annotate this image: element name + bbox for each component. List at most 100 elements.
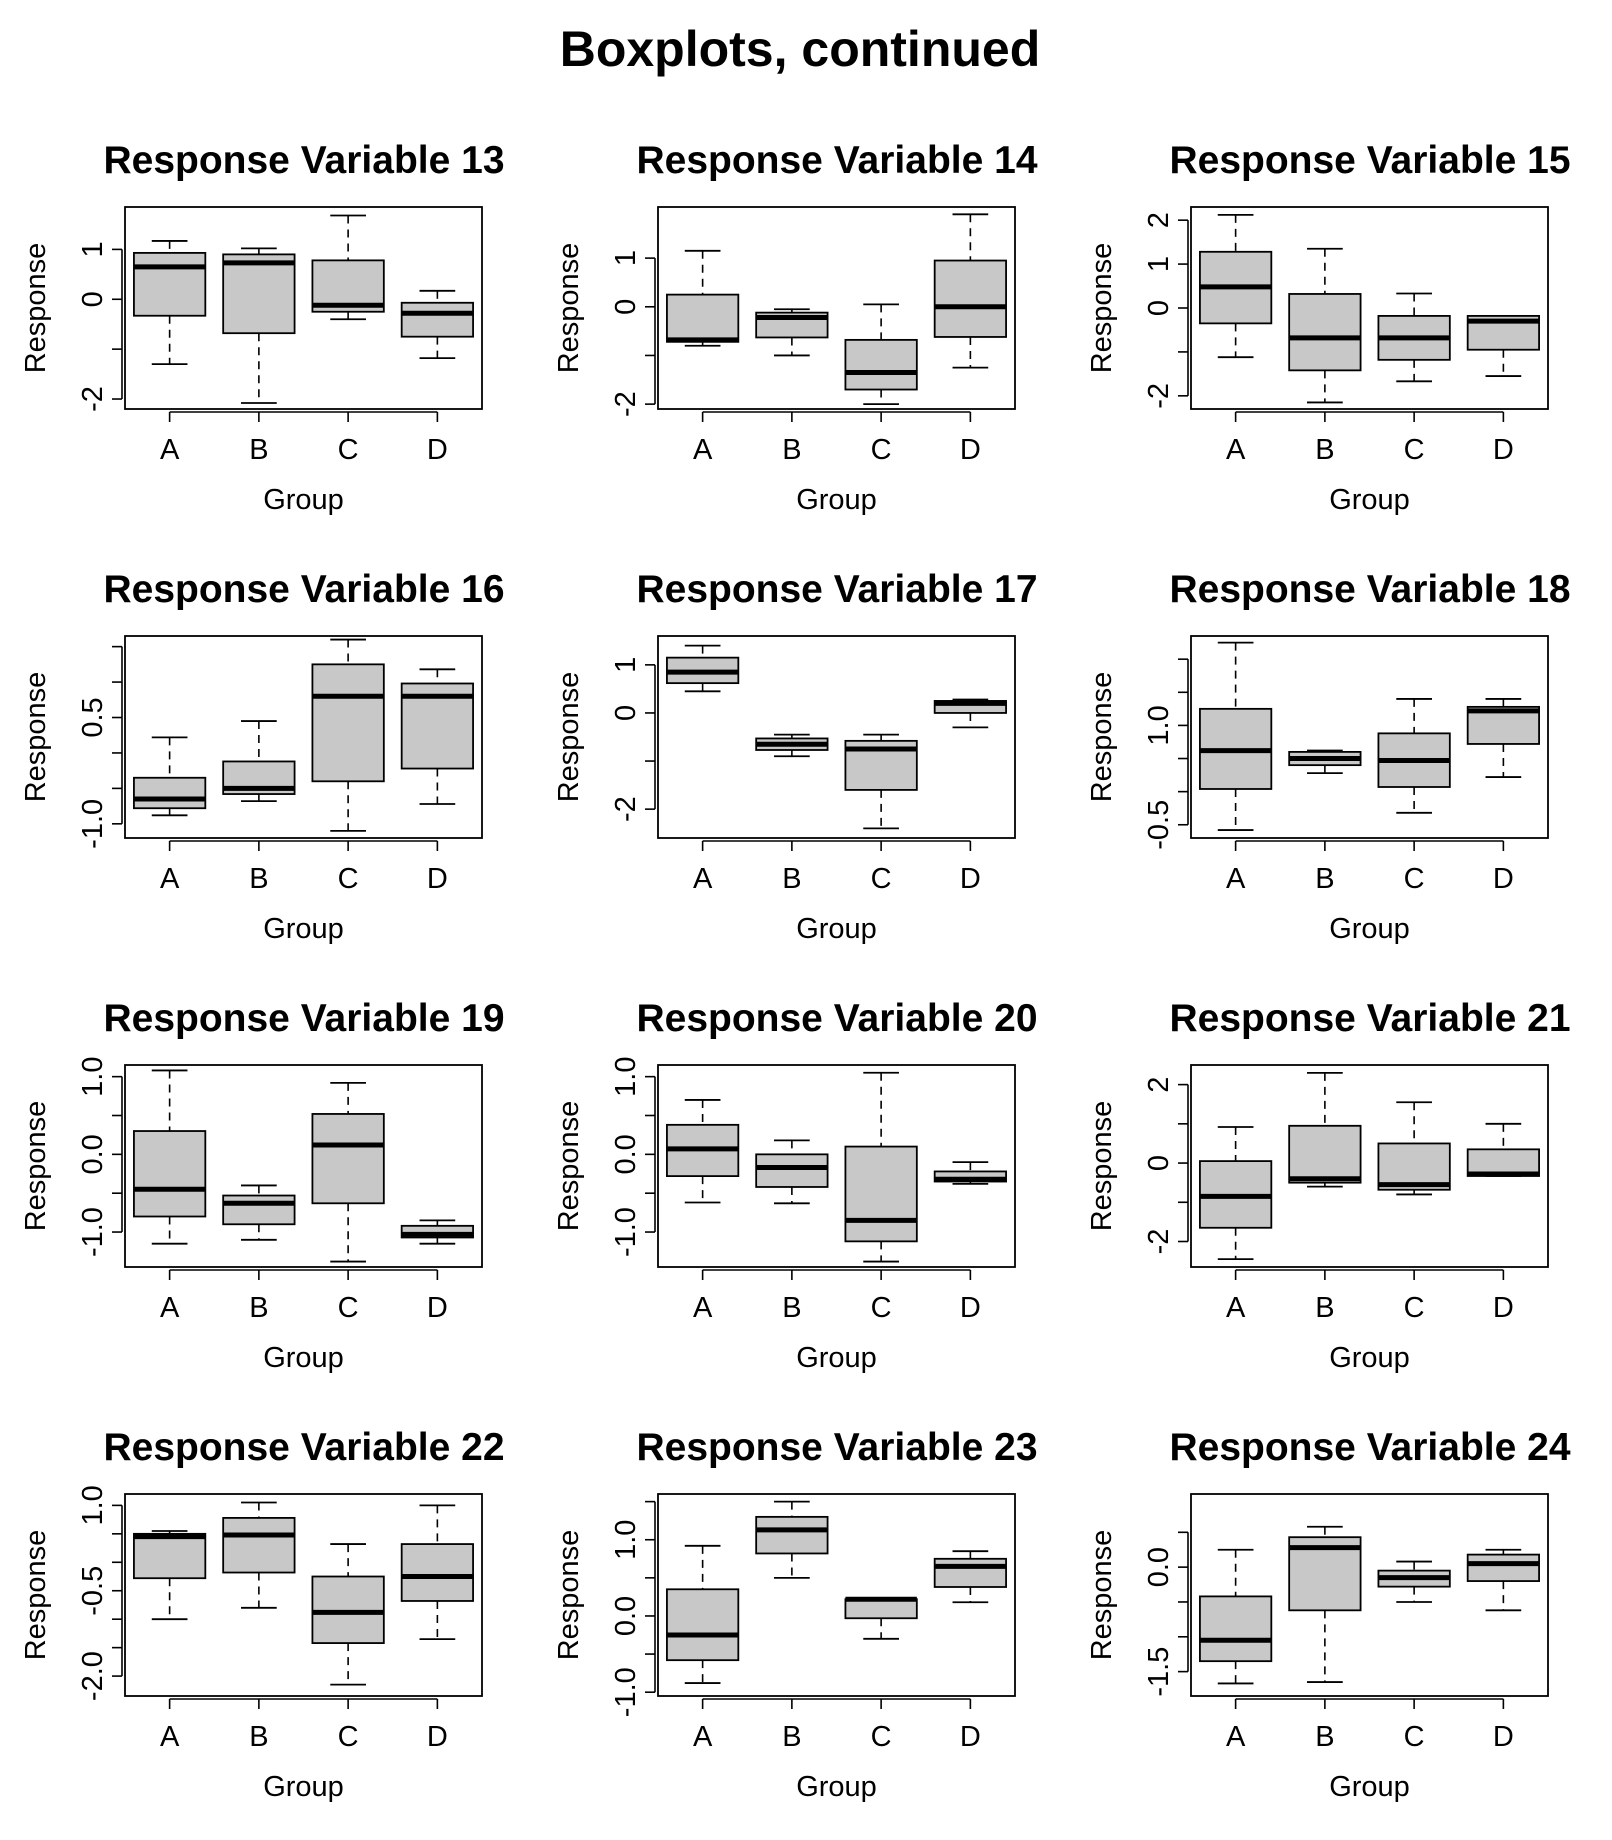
y-tick-label: 1.0: [1143, 705, 1175, 745]
x-axis-label: Group: [263, 913, 344, 945]
iqr-box: [1199, 1595, 1273, 1663]
y-tick-label: -1.0: [77, 1207, 109, 1257]
box-D: [400, 289, 474, 360]
iqr-box: [933, 1557, 1007, 1588]
y-axis-label: Response: [1086, 1530, 1118, 1661]
y-tick-label: 0.0: [77, 1134, 109, 1174]
x-tick-label: C: [871, 1292, 892, 1324]
x-axis-label: Group: [1329, 1342, 1410, 1374]
y-tick-label: 0: [610, 299, 642, 315]
x-tick-label: D: [1493, 1721, 1514, 1753]
x-axis-label: Group: [796, 1771, 877, 1803]
box-A: [133, 240, 207, 366]
box-B: [755, 308, 829, 357]
iqr-box: [400, 301, 474, 338]
y-tick-label: 1.0: [77, 1056, 109, 1096]
panel-title: Response Variable 22: [103, 1426, 504, 1469]
y-tick-label: -0.5: [77, 1566, 109, 1616]
plot-frame: [124, 1064, 483, 1268]
x-tick-label: B: [1315, 1292, 1334, 1324]
box-A: [133, 736, 207, 817]
x-tick-label: C: [1404, 863, 1425, 895]
y-tick-label: 2: [1143, 1077, 1175, 1093]
x-axis-label: Group: [796, 1342, 877, 1374]
y-axis-label: Response: [20, 672, 52, 803]
box-C: [1377, 1101, 1451, 1196]
box-D: [1466, 698, 1540, 778]
iqr-box: [755, 1515, 829, 1555]
box-C: [1377, 698, 1451, 814]
y-tick-label: 0: [1143, 300, 1175, 316]
plot-frame: [1190, 206, 1549, 410]
y-tick-label: -1.0: [77, 799, 109, 849]
x-tick-label: D: [427, 434, 448, 466]
x-tick-label: A: [160, 434, 180, 466]
plot-frame: [657, 1493, 1016, 1697]
panel-10: Response Variable 22 A B C D Group -2.0 -0.5 1.0…: [20, 1426, 505, 1803]
panel-title: Response Variable 21: [1169, 997, 1570, 1040]
y-tick-label: 1: [77, 241, 109, 257]
x-tick-label: D: [1493, 863, 1514, 895]
y-tick-label: 1.0: [610, 1056, 642, 1096]
figure-title: Boxplots, continued: [560, 21, 1041, 77]
x-tick-label: A: [160, 1292, 180, 1324]
y-tick-label: -1.5: [1143, 1647, 1175, 1697]
x-tick-label: C: [338, 434, 359, 466]
plot-frame: [1190, 635, 1549, 839]
y-tick-label: 0: [1143, 1155, 1175, 1171]
x-axis-label: Group: [263, 484, 344, 516]
panel-1: Response Variable 13 A B C D Group -2 0 1 Respons…: [20, 139, 505, 516]
y-tick-label: 0.5: [77, 697, 109, 737]
x-tick-label: C: [871, 863, 892, 895]
box-C: [1377, 292, 1451, 383]
box-B: [222, 720, 296, 803]
y-tick-label: 0: [610, 705, 642, 721]
box-B: [755, 1500, 829, 1579]
panel-11: Response Variable 23 A B C D Group -1.0 0.0 1.0 R…: [553, 1426, 1038, 1803]
x-axis-label: Group: [1329, 1771, 1410, 1803]
iqr-box: [755, 1153, 829, 1188]
box-B: [755, 733, 829, 758]
box-B: [1288, 1071, 1362, 1188]
box-C: [844, 1596, 918, 1640]
x-tick-label: C: [1404, 1721, 1425, 1753]
box-C: [311, 214, 385, 321]
box-B: [1288, 247, 1362, 404]
box-C: [311, 1543, 385, 1686]
y-tick-label: -2: [1143, 383, 1175, 409]
iqr-box: [311, 1113, 385, 1205]
panel-title: Response Variable 15: [1169, 139, 1570, 182]
iqr-box: [133, 1532, 207, 1580]
iqr-box: [133, 776, 207, 810]
x-tick-label: D: [427, 1292, 448, 1324]
panel-9: Response Variable 21 A B C D Group -2 0 2 Respons…: [1086, 997, 1571, 1374]
y-tick-label: 0.0: [610, 1134, 642, 1174]
x-tick-label: A: [693, 1721, 713, 1753]
panel-title: Response Variable 13: [103, 139, 504, 182]
x-axis-label: Group: [796, 913, 877, 945]
y-tick-label: -0.5: [1143, 800, 1175, 850]
box-C: [311, 1081, 385, 1263]
panel-title: Response Variable 17: [636, 568, 1037, 611]
iqr-box: [1288, 293, 1362, 372]
plot-frame: [1190, 1493, 1549, 1697]
y-axis-label: Response: [553, 1101, 585, 1232]
panel-12: Response Variable 24 A B C D Group -1.5 0.0 Resp…: [1086, 1426, 1571, 1803]
panel-title: Response Variable 19: [103, 997, 504, 1040]
y-tick-label: -1.0: [610, 1667, 642, 1717]
y-tick-label: 1: [610, 250, 642, 266]
y-tick-label: 1: [610, 657, 642, 673]
x-tick-label: D: [960, 434, 981, 466]
iqr-box: [1288, 1124, 1362, 1184]
x-tick-label: A: [160, 1721, 180, 1753]
plot-frame: [1190, 1064, 1549, 1268]
box-B: [755, 1139, 829, 1205]
x-tick-label: A: [693, 1292, 713, 1324]
plot-frame: [124, 1493, 483, 1697]
x-tick-label: B: [782, 434, 801, 466]
box-B: [222, 247, 296, 404]
plot-frame: [124, 635, 483, 839]
box-A: [666, 1544, 740, 1684]
x-axis-label: Group: [1329, 913, 1410, 945]
